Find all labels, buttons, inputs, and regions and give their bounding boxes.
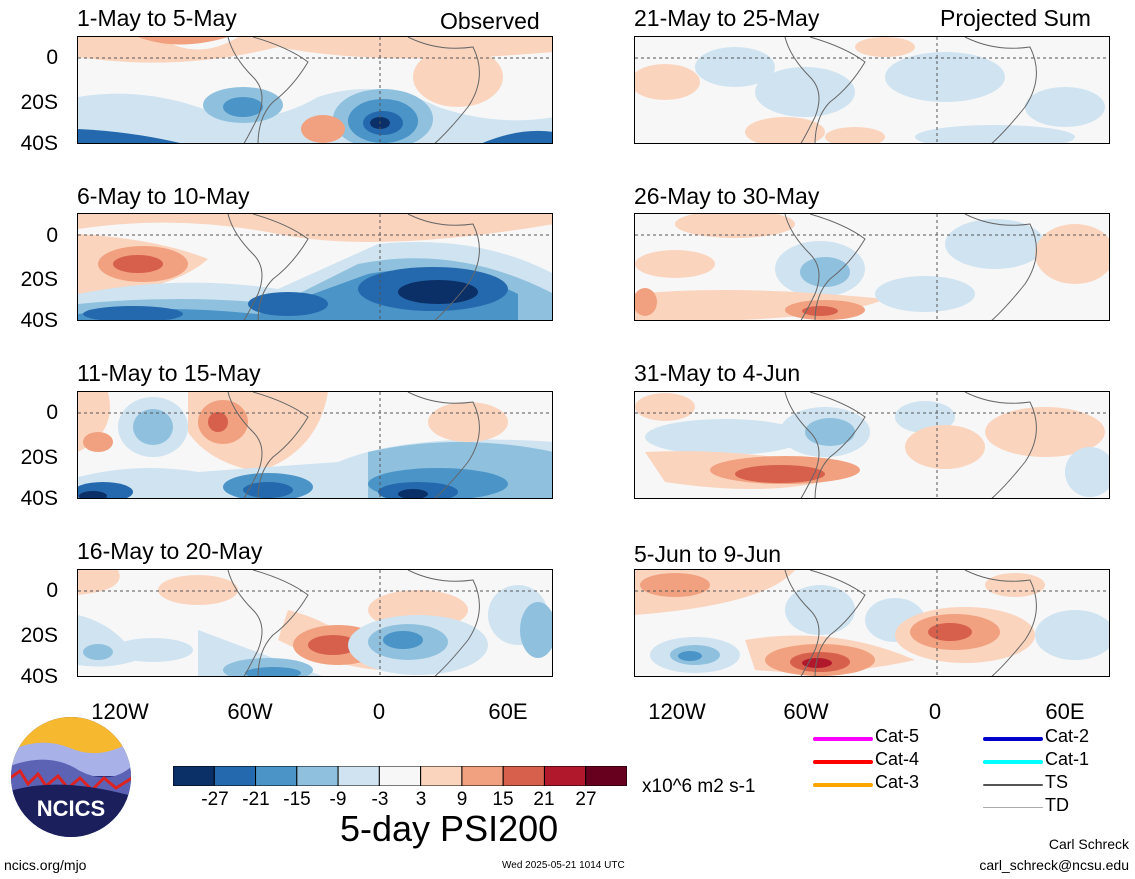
y-tick-label: 20S xyxy=(20,446,58,469)
map-panel-8 xyxy=(634,569,1110,677)
y-tick-label: 40S xyxy=(20,487,58,510)
legend-swatch xyxy=(983,807,1043,808)
legend-label: Cat-5 xyxy=(875,726,920,746)
y-tick-label: 40S xyxy=(20,309,58,332)
x-tick-label: 60E xyxy=(488,699,528,724)
y-tick-label: 0 xyxy=(46,224,58,247)
legend-label: Cat-2 xyxy=(1045,726,1090,746)
units-label: x10^6 m2 s-1 xyxy=(642,776,756,797)
x-tick-label: 60E xyxy=(1045,699,1085,724)
legend-swatch xyxy=(983,737,1043,741)
colorbar-swatch xyxy=(420,765,463,787)
legend-swatch xyxy=(983,784,1043,786)
map-panel-2 xyxy=(77,213,553,321)
colorbar-swatch xyxy=(213,765,257,787)
colorbar-swatch xyxy=(296,765,339,787)
y-tick-label: 20S xyxy=(20,624,58,647)
map-panel-4 xyxy=(77,569,553,677)
legend-swatch xyxy=(813,737,873,741)
legend-swatch xyxy=(983,760,1043,764)
y-tick-label: 20S xyxy=(20,268,58,291)
x-tick-label: 120W xyxy=(648,699,706,724)
legend-label: TD xyxy=(1045,795,1069,815)
x-tick-label: 120W xyxy=(91,699,149,724)
map-panel-5 xyxy=(634,36,1110,144)
panel-title: 6-May to 10-May xyxy=(77,183,250,209)
legend-label: Cat-4 xyxy=(875,749,920,769)
x-tick-label: 0 xyxy=(928,699,942,724)
panel-title: 26-May to 30-May xyxy=(634,183,820,209)
panel-title: 21-May to 25-May xyxy=(634,5,820,31)
colorbar-label: 9 xyxy=(456,789,468,810)
map-panel-7 xyxy=(634,391,1110,499)
y-tick-label: 40S xyxy=(20,132,58,155)
colorbar-label: 15 xyxy=(492,789,514,810)
main-title: 5-day PSI200 xyxy=(340,808,559,849)
colorbar xyxy=(172,765,628,791)
y-tick-label: 20S xyxy=(20,91,58,114)
colorbar-label: -21 xyxy=(242,789,270,810)
legend-swatch xyxy=(813,783,873,787)
y-tick-label: 0 xyxy=(46,401,58,424)
map-panel-3 xyxy=(77,391,553,499)
panel-title: 11-May to 15-May xyxy=(77,360,261,386)
projected-sum-label: Projected Sum xyxy=(940,5,1091,31)
panel-title: 31-May to 4-Jun xyxy=(634,360,801,386)
footer-author: Carl Schreck xyxy=(1048,836,1129,852)
colorbar-label: -3 xyxy=(371,789,389,810)
colorbar-swatch xyxy=(461,765,504,787)
legend-swatch xyxy=(813,760,873,764)
logo-text: NCICS xyxy=(37,796,105,821)
x-tick-label: 0 xyxy=(372,699,386,724)
colorbar-swatch xyxy=(255,765,298,787)
y-tick-label: 40S xyxy=(20,665,58,688)
y-tick-label: 0 xyxy=(46,579,58,602)
colorbar-label: -15 xyxy=(283,789,311,810)
colorbar-swatch xyxy=(172,765,215,787)
y-tick-label: 0 xyxy=(46,46,58,69)
colorbar-label: -9 xyxy=(329,789,347,810)
ncics-logo: NCICS xyxy=(10,716,132,838)
legend-label: TS xyxy=(1045,772,1069,792)
colorbar-swatch xyxy=(585,765,628,787)
map-panel-6 xyxy=(634,213,1110,321)
footer-url[interactable]: ncics.org/mjo xyxy=(4,857,87,873)
footer-email[interactable]: carl_schreck@ncsu.edu xyxy=(979,857,1129,873)
footer-timestamp: Wed 2025-05-21 1014 UTC xyxy=(502,860,625,871)
x-tick-label: 60W xyxy=(227,699,273,724)
x-tick-label: 60W xyxy=(783,699,829,724)
panel-title: 16-May to 20-May xyxy=(77,538,263,564)
colorbar-label: 3 xyxy=(415,789,427,810)
colorbar-label: 21 xyxy=(533,789,555,810)
panel-title: 5-Jun to 9-Jun xyxy=(634,541,782,567)
map-panel-1 xyxy=(77,36,553,144)
panel-title: 1-May to 5-May xyxy=(77,5,237,31)
colorbar-swatch xyxy=(502,765,545,787)
colorbar-swatch xyxy=(543,765,587,787)
colorbar-swatch xyxy=(337,765,380,787)
legend-label: Cat-1 xyxy=(1045,749,1090,769)
colorbar-swatch xyxy=(378,765,422,787)
legend-label: Cat-3 xyxy=(875,772,920,792)
colorbar-label: -27 xyxy=(201,789,229,810)
observed-label: Observed xyxy=(440,8,540,34)
colorbar-label: 27 xyxy=(575,789,597,810)
